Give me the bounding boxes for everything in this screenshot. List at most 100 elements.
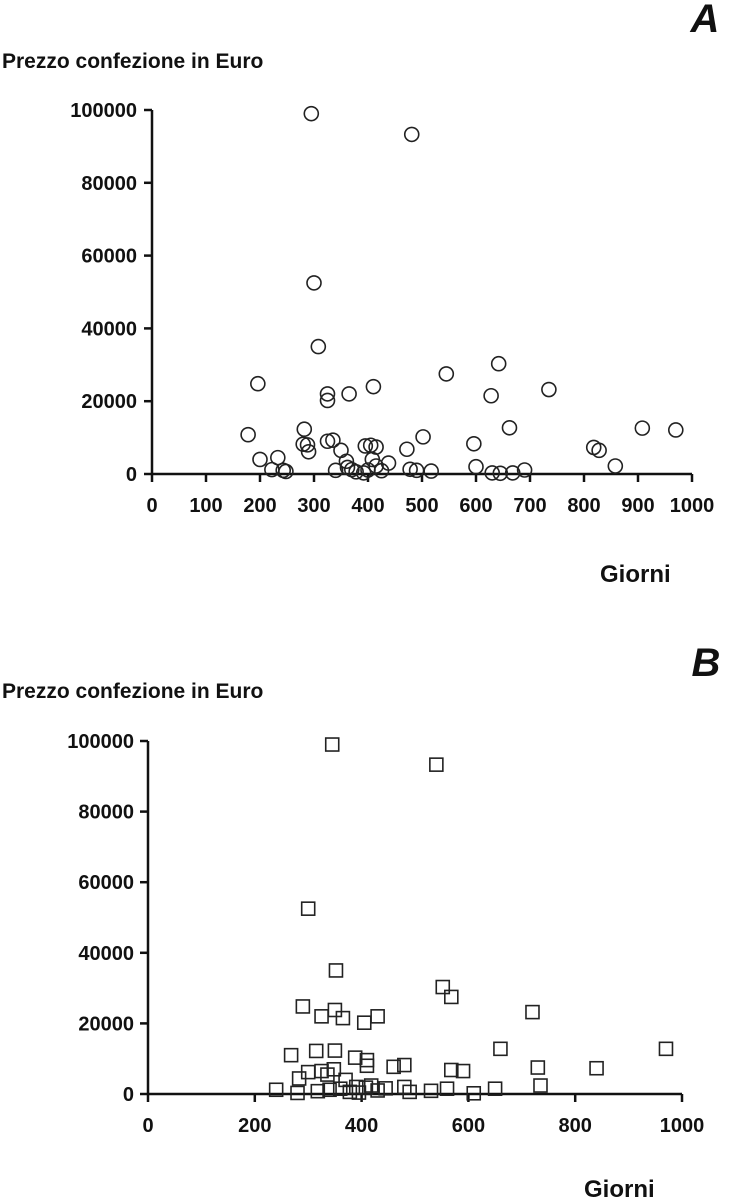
data-point [341, 386, 357, 402]
x-tick-label: 600 [459, 495, 492, 517]
x-tick-label: 400 [345, 1115, 378, 1137]
data-point [325, 432, 341, 448]
x-tick-label: 1000 [670, 495, 715, 517]
data-point [455, 1063, 471, 1079]
data-point [493, 1041, 508, 1057]
data-point [466, 435, 482, 452]
data-point [423, 463, 439, 479]
data-point [335, 1010, 351, 1026]
data-point [378, 1081, 393, 1096]
data-point [240, 426, 256, 443]
data-point [359, 1058, 375, 1074]
x-axis-title: Giorni [584, 1176, 655, 1200]
data-point [283, 1047, 299, 1063]
data-point [490, 355, 507, 372]
data-point [326, 1061, 342, 1077]
data-point [327, 462, 344, 479]
data-point [314, 1009, 329, 1024]
x-tick-label: 700 [513, 495, 546, 517]
x-tick-label: 400 [351, 495, 384, 517]
data-point [333, 442, 349, 459]
data-point [295, 999, 311, 1014]
x-tick-label: 800 [559, 1115, 592, 1137]
data-point [487, 1081, 503, 1097]
data-point [423, 1083, 439, 1099]
x-tick-label: 600 [452, 1115, 485, 1137]
x-tick-label: 200 [238, 1115, 271, 1137]
data-point [591, 442, 607, 459]
data-point [296, 421, 313, 438]
y-tick-label: 60000 [81, 246, 137, 268]
data-point [483, 387, 499, 404]
data-point [347, 1050, 363, 1065]
data-point [308, 1043, 324, 1059]
data-point [310, 1083, 326, 1099]
x-tick-label: 0 [146, 495, 157, 517]
panel-letter: A [690, 0, 720, 41]
data-point [327, 1002, 343, 1018]
data-point [525, 1004, 540, 1020]
data-point [299, 437, 316, 453]
data-point [397, 1057, 412, 1073]
data-point [368, 458, 384, 474]
data-point [402, 461, 418, 478]
data-point [319, 386, 336, 402]
data-point [386, 1059, 401, 1075]
data-point [658, 1041, 674, 1057]
data-point [466, 1085, 482, 1101]
data-point [444, 1062, 459, 1078]
data-point [415, 429, 431, 445]
data-point [444, 989, 459, 1005]
data-point [541, 381, 557, 398]
data-point [348, 464, 364, 480]
data-point [589, 1060, 604, 1076]
data-point [399, 441, 415, 458]
data-point [342, 1084, 358, 1100]
data-point [667, 422, 684, 438]
data-point [355, 465, 372, 481]
x-tick-label: 900 [621, 495, 654, 517]
data-point [278, 463, 294, 480]
data-point [250, 375, 266, 392]
y-tick-label: 20000 [78, 1013, 134, 1035]
data-point [438, 366, 455, 382]
data-point [356, 1015, 372, 1030]
y-tick-label: 40000 [78, 943, 134, 965]
data-point [370, 1083, 385, 1098]
data-point [324, 737, 340, 752]
data-point [397, 1079, 412, 1095]
data-point [303, 105, 320, 122]
data-point [319, 392, 336, 409]
x-tick-label: 1000 [660, 1115, 705, 1137]
data-point [310, 338, 327, 355]
data-point [402, 1084, 417, 1100]
data-point [607, 458, 624, 474]
y-tick-label: 100000 [67, 731, 134, 753]
data-point [484, 465, 501, 481]
data-point [290, 1085, 305, 1101]
data-point [492, 465, 509, 482]
data-point [252, 451, 268, 468]
y-tick-label: 80000 [78, 802, 134, 824]
panel-letter: B [692, 641, 721, 685]
data-point [319, 433, 336, 450]
y-tick-label: 40000 [81, 318, 137, 340]
data-point [435, 979, 451, 995]
data-point [268, 1082, 284, 1098]
data-point [332, 1081, 348, 1097]
y-axis-title: Prezzo confezione in Euro [2, 50, 263, 73]
data-point [370, 1009, 385, 1024]
x-tick-label: 300 [297, 495, 330, 517]
panel-b-scatter: B Prezzo confezione in Euro Giorni 0 20000 40… [2, 641, 720, 1200]
data-point [501, 419, 518, 436]
y-tick-label: 80000 [81, 173, 137, 195]
data-point [300, 443, 317, 460]
y-tick-label: 20000 [81, 391, 137, 413]
data-point [516, 462, 533, 478]
x-axis-title: Giorni [600, 561, 671, 588]
x-tick-label: 0 [142, 1115, 153, 1137]
data-point [358, 1080, 374, 1095]
data-point [357, 438, 374, 454]
y-tick-label: 60000 [78, 872, 134, 894]
data-point [365, 378, 382, 395]
